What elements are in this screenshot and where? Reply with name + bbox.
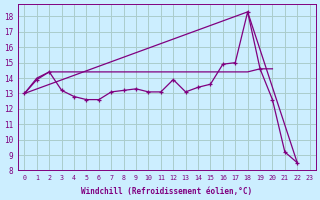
X-axis label: Windchill (Refroidissement éolien,°C): Windchill (Refroidissement éolien,°C) (82, 187, 252, 196)
